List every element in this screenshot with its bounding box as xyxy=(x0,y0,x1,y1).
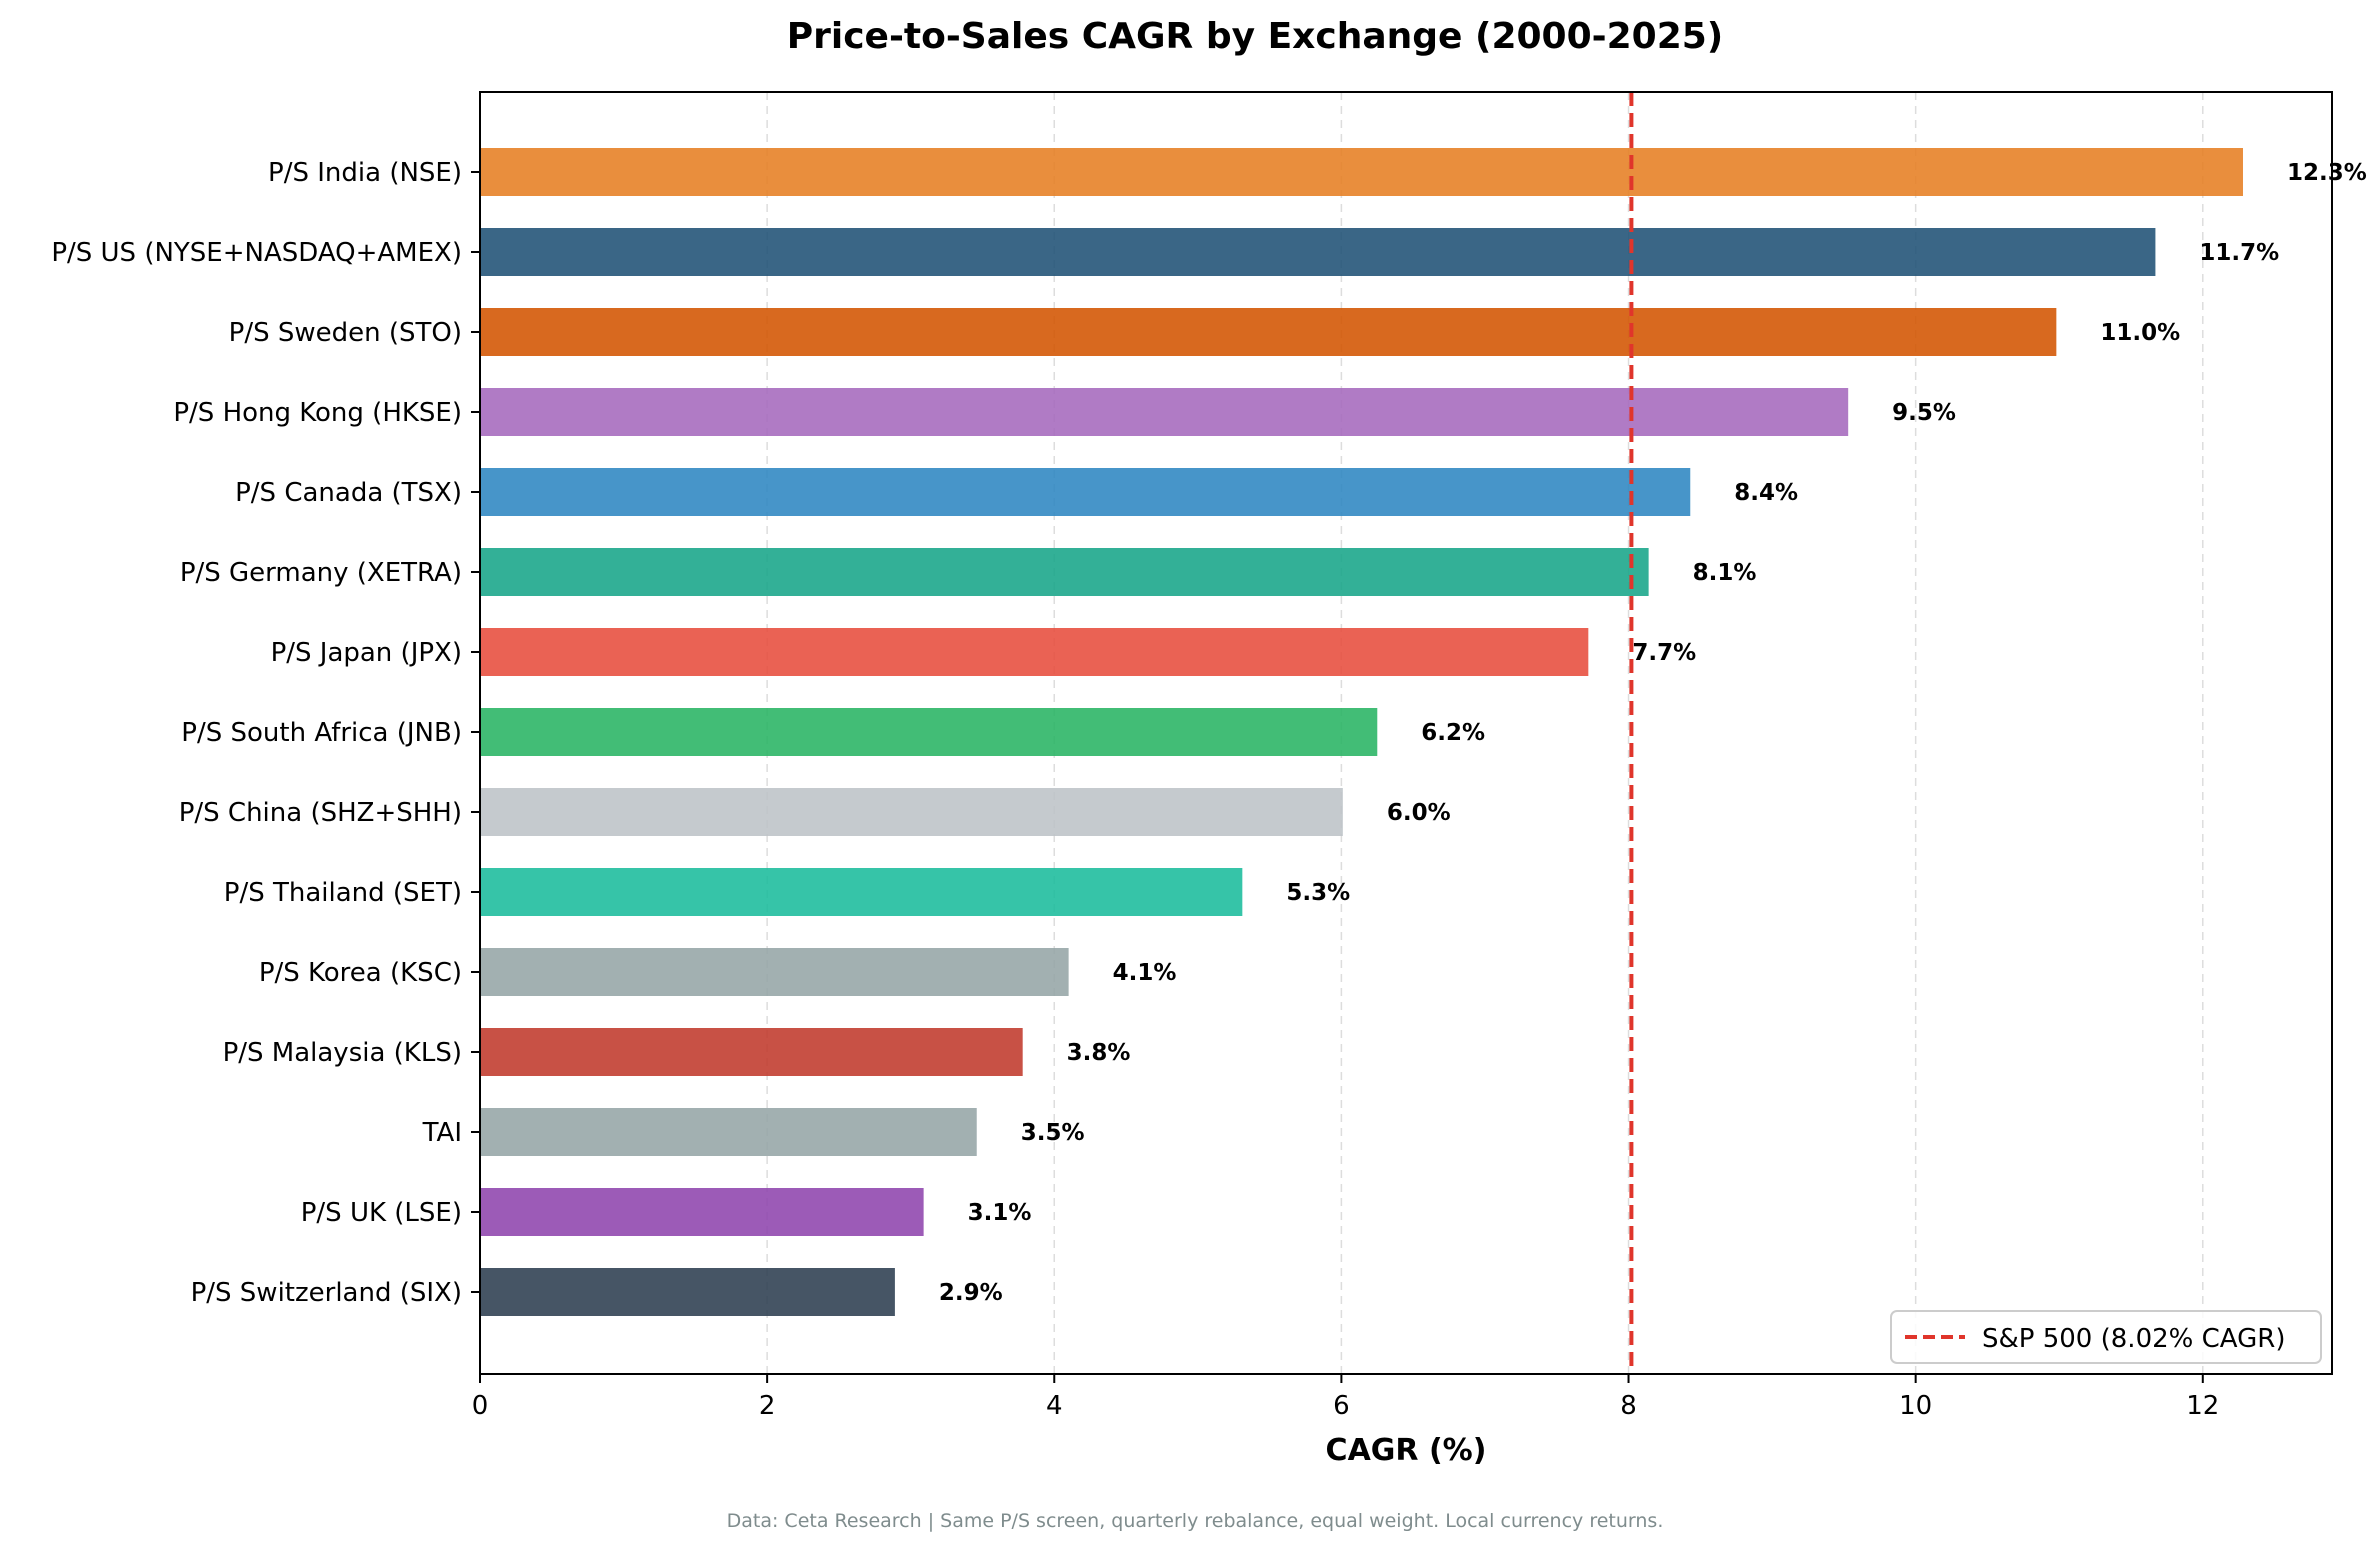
bar-10 xyxy=(480,948,1069,996)
bar-value-label-14: 2.9% xyxy=(939,1280,1003,1306)
bar-value-label-0: 12.3% xyxy=(2287,160,2367,186)
bar-value-label-12: 3.5% xyxy=(1021,1120,1085,1146)
bar-5 xyxy=(480,548,1649,596)
bar-value-label-4: 8.4% xyxy=(1734,480,1798,506)
bar-value-label-2: 11.0% xyxy=(2100,320,2180,346)
x-tick-label-5: 10 xyxy=(1899,1391,1932,1421)
legend-label: S&P 500 (8.02% CAGR) xyxy=(1982,1324,2285,1354)
y-tick-label-4: P/S Canada (TSX) xyxy=(235,478,462,508)
bar-2 xyxy=(480,308,2057,356)
bar-value-label-1: 11.7% xyxy=(2199,240,2279,266)
y-tick-label-5: P/S Germany (XETRA) xyxy=(180,558,462,588)
bar-9 xyxy=(480,868,1243,916)
y-tick-label-2: P/S Sweden (STO) xyxy=(229,318,462,348)
bar-value-label-11: 3.8% xyxy=(1067,1040,1131,1066)
x-axis-ticks: 0 2 4 6 8 10 12 xyxy=(472,1374,2219,1421)
y-tick-label-11: P/S Malaysia (KLS) xyxy=(223,1038,462,1068)
x-grid xyxy=(766,92,2204,1374)
bar-14 xyxy=(480,1268,895,1316)
legend-box xyxy=(1890,1310,2322,1364)
y-tick-label-10: P/S Korea (KSC) xyxy=(259,958,462,988)
legend: S&P 500 (8.02% CAGR) xyxy=(1890,1310,2322,1364)
bar-value-label-6: 7.7% xyxy=(1632,640,1696,666)
x-tick-label-6: 12 xyxy=(2186,1391,2219,1421)
y-axis-ticks: P/S India (NSE) P/S US (NYSE+NASDAQ+AMEX)… xyxy=(51,158,480,1308)
bar-value-label-10: 4.1% xyxy=(1113,960,1177,986)
bars xyxy=(480,148,2243,1316)
bar-value-label-8: 6.0% xyxy=(1387,800,1451,826)
x-tick-label-0: 0 xyxy=(472,1391,489,1421)
y-tick-label-14: P/S Switzerland (SIX) xyxy=(191,1278,462,1308)
bar-8 xyxy=(480,788,1343,836)
chart-title: Price-to-Sales CAGR by Exchange (2000-20… xyxy=(787,16,1724,57)
bar-value-label-7: 6.2% xyxy=(1421,720,1485,746)
x-tick-label-4: 8 xyxy=(1620,1391,1637,1421)
bar-value-label-5: 8.1% xyxy=(1693,560,1757,586)
x-tick-label-3: 6 xyxy=(1333,1391,1350,1421)
x-axis-label: CAGR (%) xyxy=(1326,1433,1487,1468)
y-tick-label-1: P/S US (NYSE+NASDAQ+AMEX) xyxy=(51,238,462,268)
bar-12 xyxy=(480,1108,977,1156)
bar-11 xyxy=(480,1028,1023,1076)
bar-0 xyxy=(480,148,2243,196)
bar-7 xyxy=(480,708,1378,756)
y-tick-label-12: TAI xyxy=(422,1118,462,1148)
bar-6 xyxy=(480,628,1589,676)
footnote: Data: Ceta Research | Same P/S screen, q… xyxy=(727,1510,1664,1532)
x-tick-label-2: 4 xyxy=(1046,1391,1063,1421)
bar-4 xyxy=(480,468,1691,516)
y-tick-label-0: P/S India (NSE) xyxy=(268,158,462,188)
y-tick-label-7: P/S South Africa (JNB) xyxy=(181,718,462,748)
bar-value-labels: 12.3% 11.7% 11.0% 9.5% 8.4% 8.1% 7.7% 6.2% 6.0% 5… xyxy=(939,160,2367,1306)
y-tick-label-6: P/S Japan (JPX) xyxy=(271,638,462,668)
bar-13 xyxy=(480,1188,924,1236)
bar-value-label-13: 3.1% xyxy=(968,1200,1032,1226)
y-tick-label-9: P/S Thailand (SET) xyxy=(224,878,462,908)
y-tick-label-8: P/S China (SHZ+SHH) xyxy=(179,798,462,828)
bar-3 xyxy=(480,388,1849,436)
bar-value-label-9: 5.3% xyxy=(1286,880,1350,906)
y-tick-label-3: P/S Hong Kong (HKSE) xyxy=(173,398,462,428)
y-tick-label-13: P/S UK (LSE) xyxy=(301,1198,462,1228)
bar-value-label-3: 9.5% xyxy=(1892,400,1956,426)
x-tick-label-1: 2 xyxy=(759,1391,776,1421)
bar-1 xyxy=(480,228,2156,276)
